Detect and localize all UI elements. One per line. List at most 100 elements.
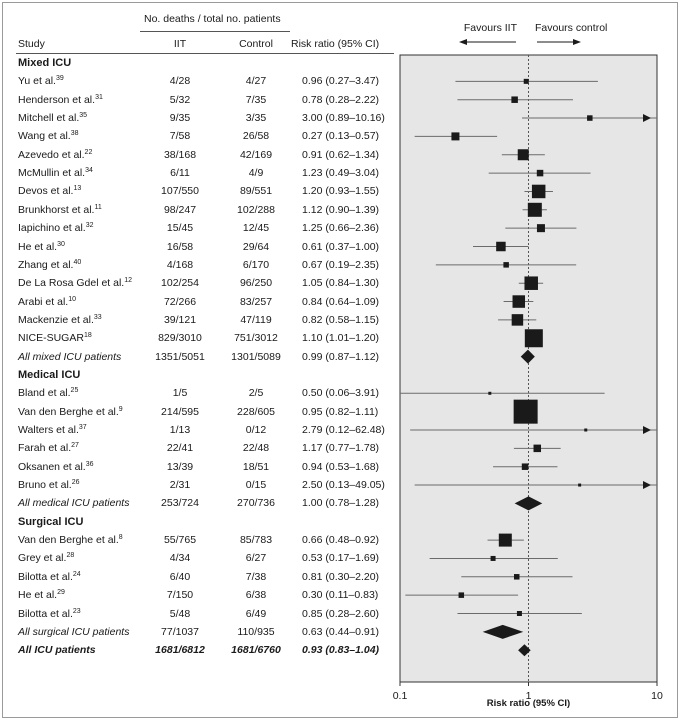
study-name-text: Van den Berghe et al.: [18, 534, 119, 547]
control-deaths: 83/257: [239, 295, 273, 308]
risk-ratio-ci: 1.05 (0.84–1.30): [302, 277, 380, 290]
counts-group-underline: [140, 31, 290, 32]
study-name: Bilotta et al.23: [18, 608, 81, 620]
iit-deaths: 107/550: [161, 185, 199, 198]
iit-deaths: 39/121: [163, 313, 197, 326]
study-name: Grey et al.28: [18, 552, 74, 564]
study-name: Farah et al.27: [18, 442, 79, 454]
x-tick-label: 1: [526, 690, 532, 702]
iit-deaths: 55/765: [163, 534, 197, 547]
iit-deaths: 253/724: [161, 497, 199, 510]
study-name: Yu et al.39: [18, 75, 64, 87]
study-name: McMullin et al.34: [18, 167, 93, 179]
study-estimate-square: [584, 428, 588, 432]
pooled-diamond: [520, 349, 535, 364]
study-name-text: Devos et al.: [18, 185, 74, 198]
reference-number: 22: [84, 148, 93, 156]
reference-number: 18: [83, 332, 92, 340]
pooled-label: All medical ICU patients: [18, 497, 129, 509]
x-axis-label: Risk ratio (95% CI): [487, 698, 570, 709]
risk-ratio-ci: 0.81 (0.30–2.20): [302, 570, 380, 583]
study-estimate-square: [496, 241, 506, 252]
risk-ratio-ci: 0.50 (0.06–3.91): [302, 387, 380, 400]
study-name: Bruno et al.26: [18, 479, 80, 491]
study-name-text: NICE-SUGAR: [18, 332, 84, 345]
iit-deaths: 16/58: [166, 240, 194, 253]
iit-deaths: 1/13: [169, 424, 191, 436]
study-name-text: All ICU patients: [18, 644, 96, 657]
study-name: Henderson et al.31: [18, 94, 103, 106]
control-deaths: 751/3012: [234, 332, 278, 345]
risk-ratio-ci: 0.85 (0.28–2.60): [302, 607, 380, 620]
control-column-header: Control: [239, 38, 273, 50]
study-name: Zhang et al.40: [18, 259, 81, 271]
study-name: He et al.30: [18, 241, 65, 253]
risk-ratio-ci: 2.79 (0.12–62.48): [302, 424, 385, 436]
risk-ratio-ci: 1.00 (0.78–1.28): [302, 497, 380, 510]
study-name-text: Bilotta et al.: [18, 607, 73, 620]
control-deaths: 4/9: [248, 167, 264, 180]
iit-deaths: 7/58: [169, 130, 191, 143]
iit-deaths: 102/254: [161, 277, 199, 290]
reference-number: 27: [71, 442, 79, 450]
study-name: Brunkhorst et al.11: [18, 204, 102, 216]
iit-deaths: 77/1037: [161, 625, 199, 638]
risk-ratio-ci: 0.91 (0.62–1.34): [302, 148, 380, 161]
reference-number: 37: [78, 424, 87, 431]
risk-ratio-ci: 1.20 (0.93–1.55): [302, 185, 380, 198]
reference-number: 36: [85, 460, 94, 468]
iit-deaths: 4/168: [166, 258, 194, 271]
reference-number: 11: [94, 203, 102, 211]
reference-number: 31: [95, 93, 103, 101]
iit-deaths: 6/40: [169, 570, 191, 583]
study-name-text: Mackenzie et al.: [18, 313, 94, 326]
favours-iit-arrowhead: [459, 39, 467, 45]
pooled-label: All surgical ICU patients: [18, 626, 129, 638]
reference-number: 29: [57, 589, 65, 597]
study-estimate-square: [536, 169, 544, 177]
reference-number: 23: [72, 607, 81, 615]
study-name-text: Bruno et al.: [18, 479, 72, 492]
iit-deaths: 214/595: [161, 405, 199, 418]
iit-deaths: 6/11: [170, 167, 190, 180]
study-name: Bland et al.25: [18, 387, 78, 399]
reference-number: 40: [73, 258, 82, 266]
control-deaths: 96/250: [239, 277, 273, 290]
study-estimate-square: [587, 115, 593, 121]
control-deaths: 2/5: [248, 387, 264, 400]
reference-number: 9: [118, 405, 123, 413]
reference-number: 25: [70, 387, 79, 395]
reference-number: 39: [55, 75, 64, 83]
reference-number: 10: [68, 295, 76, 303]
iit-deaths: 22/41: [166, 442, 194, 455]
risk-ratio-ci: 0.78 (0.28–2.22): [302, 93, 380, 106]
study-name-text: Wang et al.: [18, 130, 71, 143]
study-name-text: He et al.: [18, 589, 58, 602]
risk-ratio-ci: 0.63 (0.44–0.91): [302, 625, 380, 638]
study-name: Van den Berghe et al.9: [18, 406, 123, 418]
study-estimate-square: [524, 276, 538, 290]
control-deaths: 42/169: [239, 148, 273, 161]
reference-number: 34: [85, 167, 93, 175]
study-estimate-square: [521, 463, 529, 470]
control-deaths: 18/51: [242, 460, 270, 473]
study-estimate-square: [458, 592, 465, 598]
risk-ratio-ci: 1.12 (0.90–1.39): [302, 203, 380, 216]
reference-number: 8: [118, 534, 123, 542]
control-deaths: 228/605: [237, 405, 275, 418]
risk-ratio-ci: 3.00 (0.89–10.16): [302, 112, 385, 125]
iit-deaths: 9/35: [169, 112, 191, 125]
counts-group-header: No. deaths / total no. patients: [144, 13, 281, 25]
control-deaths: 22/48: [242, 442, 270, 455]
risk-ratio-ci: 1.10 (1.01–1.20): [302, 332, 380, 345]
study-estimate-square: [516, 611, 522, 616]
section-heading: Mixed ICU: [18, 57, 72, 69]
control-deaths: 6/49: [245, 607, 267, 620]
study-name: Azevedo et al.22: [18, 149, 92, 161]
control-deaths: 4/27: [245, 75, 267, 88]
pooled-diamond: [514, 496, 543, 511]
control-deaths: 29/64: [242, 240, 270, 253]
study-estimate-square: [531, 184, 546, 199]
study-name-text: De La Rosa Gdel et al.: [18, 277, 125, 290]
